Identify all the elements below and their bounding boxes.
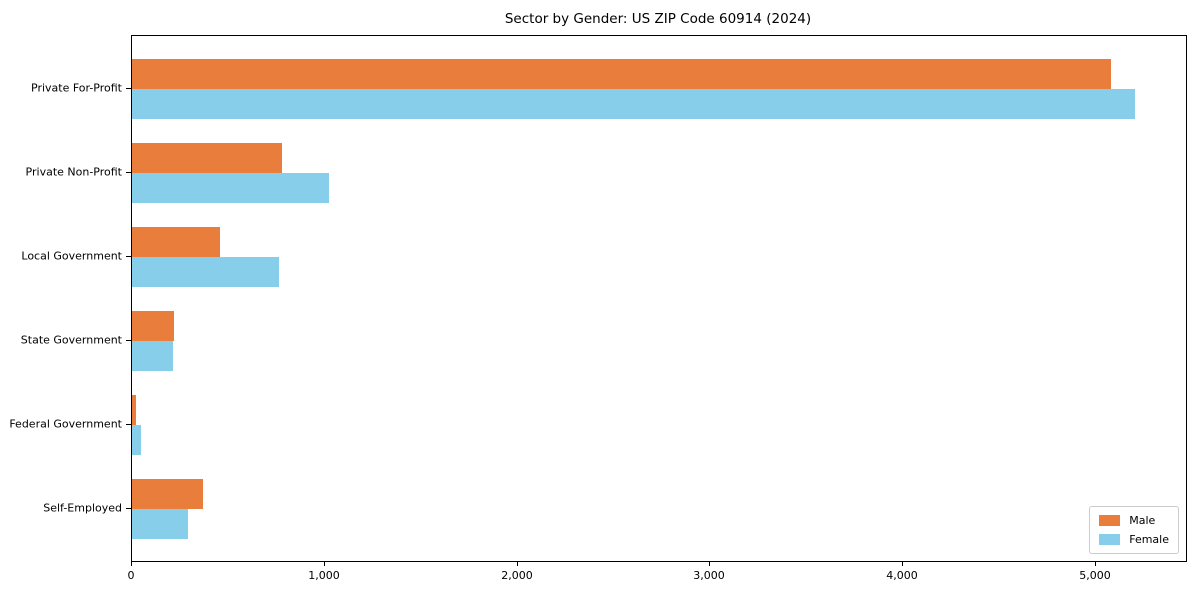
y-tick-local-government <box>126 256 131 257</box>
y-tick-state-government <box>126 340 131 341</box>
y-tick-private-non-profit <box>126 172 131 173</box>
x-tick-label-3000: 3,000 <box>693 569 725 582</box>
y-tick-self-employed <box>126 508 131 509</box>
bar-female-federal-government <box>132 425 141 455</box>
plot-area: Male Female <box>131 35 1187 562</box>
bar-female-self-employed <box>132 509 188 539</box>
bar-female-private-for-profit <box>132 89 1135 119</box>
x-tick-3000 <box>709 561 710 566</box>
chart-title: Sector by Gender: US ZIP Code 60914 (202… <box>504 11 812 27</box>
y-tick-private-for-profit <box>126 88 131 89</box>
x-tick-2000 <box>517 561 518 566</box>
x-tick-1000 <box>324 561 325 566</box>
y-tick-label-local-government: Local Government <box>21 249 122 263</box>
y-tick-federal-government <box>126 424 131 425</box>
bar-female-private-non-profit <box>132 173 329 203</box>
bar-male-self-employed <box>132 479 203 509</box>
bar-male-state-government <box>132 311 174 341</box>
x-tick-label-4000: 4,000 <box>886 569 918 582</box>
x-tick-label-1000: 1,000 <box>308 569 340 582</box>
legend-label-male: Male <box>1129 514 1156 527</box>
y-tick-label-state-government: State Government <box>20 333 122 347</box>
legend-entry-male: Male <box>1099 514 1169 527</box>
legend-entry-female: Female <box>1099 533 1169 546</box>
legend-swatch-female <box>1099 534 1121 545</box>
bar-male-private-for-profit <box>132 59 1111 89</box>
x-tick-0 <box>131 561 132 566</box>
bar-male-federal-government <box>132 395 136 425</box>
y-tick-label-self-employed: Self-Employed <box>43 501 122 515</box>
legend-label-female: Female <box>1129 533 1169 546</box>
x-tick-label-0: 0 <box>127 569 135 582</box>
x-tick-label-2000: 2,000 <box>501 569 533 582</box>
x-tick-4000 <box>902 561 903 566</box>
bar-female-local-government <box>132 257 279 287</box>
legend-swatch-male <box>1099 515 1121 526</box>
legend: Male Female <box>1089 506 1179 554</box>
bar-female-state-government <box>132 341 173 371</box>
x-tick-label-5000: 5,000 <box>1079 569 1111 582</box>
y-tick-label-private-non-profit: Private Non-Profit <box>25 165 122 179</box>
y-tick-label-private-for-profit: Private For-Profit <box>31 81 122 95</box>
bar-male-local-government <box>132 227 220 257</box>
y-tick-label-federal-government: Federal Government <box>9 417 122 431</box>
x-tick-5000 <box>1095 561 1096 566</box>
bar-male-private-non-profit <box>132 143 282 173</box>
